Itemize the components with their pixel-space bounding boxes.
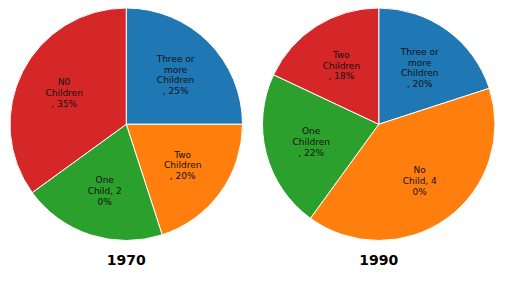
slice-label-line: No — [414, 165, 427, 175]
slice-label-line: , 22% — [298, 148, 324, 158]
pie-panel: Three ormoreChildren, 20%NoChild, 40%One… — [263, 8, 495, 268]
slice-label-line: Child, 2 — [88, 186, 122, 196]
slice-labels: Three ormoreChildren, 20%NoChild, 40%One… — [292, 47, 438, 197]
slice-labels: Three ormoreChildren, 25%TwoChildren, 20… — [45, 54, 201, 207]
pie-slice — [10, 8, 126, 193]
chart-root: Three ormoreChildren, 25%TwoChildren, 20… — [0, 0, 505, 302]
pie-slice — [126, 8, 242, 124]
slice-label-line: Children — [157, 75, 194, 85]
slice-label-line: Children — [401, 68, 438, 78]
slice-label-line: Child, 4 — [403, 176, 437, 186]
slice-label-line: One — [302, 126, 321, 136]
slice-label-line: Children — [292, 137, 329, 147]
chart-title: 1990 — [359, 252, 398, 268]
pie-slice — [274, 8, 379, 124]
pie-panel: Three ormoreChildren, 25%TwoChildren, 20… — [10, 8, 242, 268]
slice-label: TwoChildren, 18% — [323, 50, 360, 82]
slice-label-line: more — [164, 65, 188, 75]
slice-label: Three ormoreChildren, 25% — [156, 54, 195, 96]
slice-label: Three ormoreChildren, 20% — [400, 47, 439, 89]
slice-label-line: Children — [164, 160, 201, 170]
slices — [10, 8, 242, 240]
slice-label: TwoChildren, 20% — [164, 150, 201, 182]
slice-label: N0Children, 35% — [45, 77, 82, 109]
slice-label-line: Three or — [400, 47, 439, 57]
slice-label-line: Children — [45, 88, 82, 98]
slice-label-line: , 20% — [407, 79, 433, 89]
slice-label-line: Two — [332, 50, 350, 60]
slice-label-line: , 25% — [163, 86, 189, 96]
slice-label-line: more — [408, 58, 432, 68]
slice-label-line: Children — [323, 61, 360, 71]
slices — [263, 8, 495, 240]
slice-label-line: Three or — [156, 54, 195, 64]
slice-label-line: , 18% — [329, 71, 355, 81]
slice-label: OneChildren, 22% — [292, 126, 329, 158]
slice-label-line: 0% — [413, 187, 428, 197]
slice-label-line: N0 — [58, 77, 71, 87]
slice-label-line: , 35% — [51, 99, 77, 109]
slice-label: OneChild, 20% — [88, 175, 122, 207]
chart-title: 1970 — [107, 252, 146, 268]
slice-label-line: , 20% — [170, 171, 196, 181]
slice-label-line: One — [96, 175, 115, 185]
slice-label-line: 0% — [98, 197, 113, 207]
slice-label-line: Two — [173, 150, 191, 160]
slice-label: NoChild, 40% — [403, 165, 437, 197]
